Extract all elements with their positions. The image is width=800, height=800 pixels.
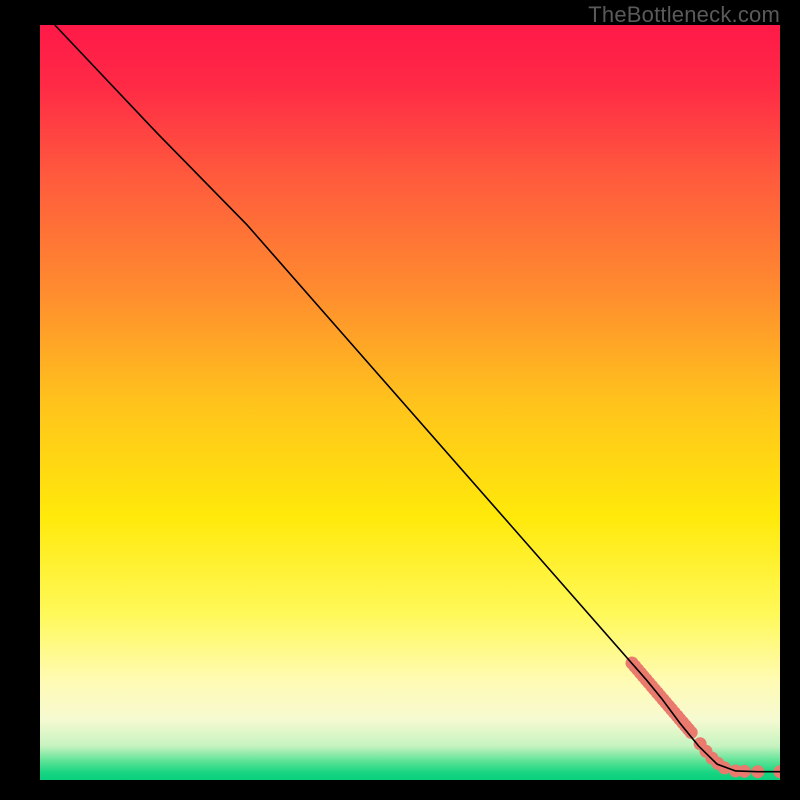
plot-area	[40, 25, 780, 780]
gradient-background	[40, 25, 780, 780]
chart-svg	[40, 25, 780, 780]
chart-container: TheBottleneck.com	[0, 0, 800, 800]
